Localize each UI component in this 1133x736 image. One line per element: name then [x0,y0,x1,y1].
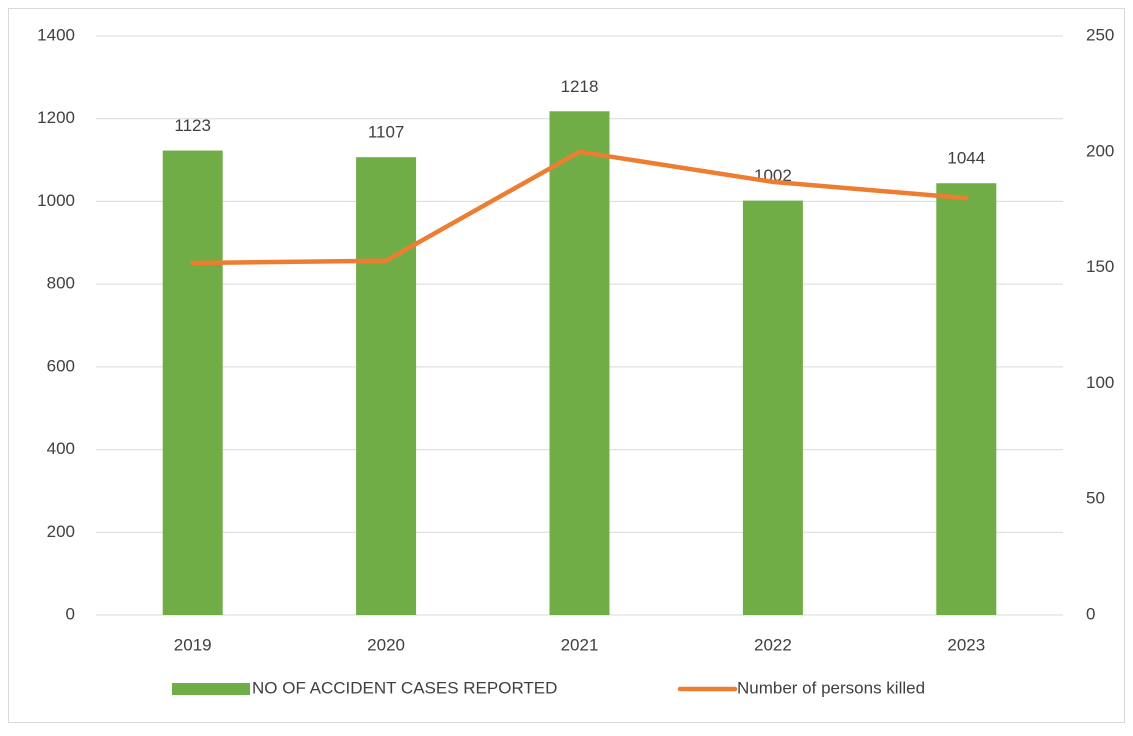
x-tick-label: 2020 [367,635,405,654]
y-tick-label: 600 [47,356,75,375]
bar [936,183,997,615]
line [190,149,969,266]
y-tick-label: 1000 [37,191,75,210]
legend-label: Number of persons killed [737,678,925,697]
y-tick-label: 1400 [37,25,75,44]
y2-tick-label: 200 [1086,141,1114,160]
x-tick-label: 2023 [947,635,985,654]
x-tick-label: 2022 [754,635,792,654]
y-tick-label: 1200 [37,108,75,127]
y2-tick-label: 150 [1086,257,1114,276]
y2-tick-label: 100 [1086,373,1114,392]
y2-tick-label: 0 [1086,604,1095,623]
data-label: 1218 [561,77,599,96]
bar [742,200,803,615]
data-label: 1044 [947,149,985,168]
bar [162,150,223,616]
bar [356,157,417,615]
x-tick-label: 2019 [174,635,212,654]
y2-tick-label: 50 [1086,489,1105,508]
y-tick-label: 400 [47,439,75,458]
y-tick-label: 0 [66,604,75,623]
legend-swatch [172,683,250,695]
x-tick-label: 2021 [561,635,599,654]
bar [549,111,610,616]
y-tick-label: 200 [47,522,75,541]
y-tick-label: 800 [47,274,75,293]
data-label: 1123 [174,116,211,135]
y2-tick-label: 250 [1086,25,1114,44]
data-label: 1107 [368,123,405,142]
legend-label: NO OF ACCIDENT CASES REPORTED [252,678,557,697]
